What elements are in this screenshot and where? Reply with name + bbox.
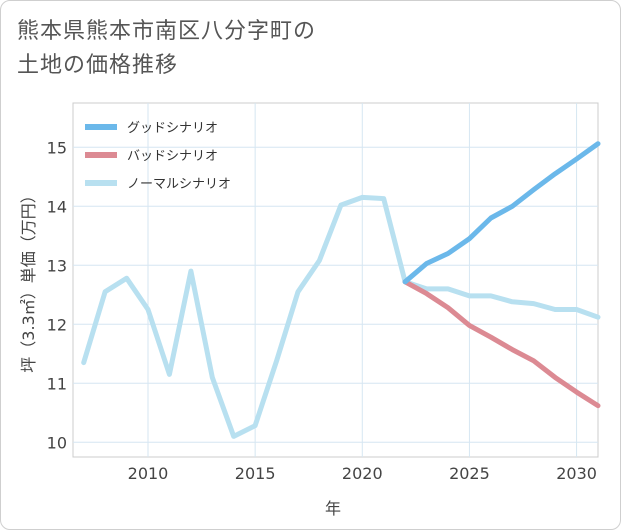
- y-tick-label: 10: [47, 433, 67, 452]
- y-tick-label: 12: [47, 315, 67, 334]
- series-lines: [81, 141, 601, 439]
- legend-label: グッドシナリオ: [127, 121, 218, 136]
- chart-title: 熊本県熊本市南区八分字町の 土地の価格推移: [17, 15, 316, 83]
- legend-label: バッドシナリオ: [127, 149, 218, 164]
- title-line-2: 土地の価格推移: [17, 53, 179, 78]
- y-tick-label: 15: [47, 138, 67, 157]
- y-tick-label: 13: [47, 256, 67, 275]
- plot-area: [72, 102, 599, 458]
- series-line-bad: [402, 279, 601, 409]
- x-tick-label: 2020: [342, 464, 383, 483]
- series-line-good: [402, 141, 601, 285]
- y-tick-label: 14: [47, 197, 67, 216]
- x-tick-label: 2030: [556, 464, 597, 483]
- x-tick-label: 2025: [449, 464, 490, 483]
- legend-label: ノーマルシナリオ: [127, 177, 231, 192]
- x-tick-label: 2015: [235, 464, 276, 483]
- x-axis-label: 年: [325, 499, 341, 518]
- y-axis-label: 坪（3.3㎡）単価（万円）: [19, 187, 38, 372]
- x-tick-label: 2010: [128, 464, 169, 483]
- title-line-1: 熊本県熊本市南区八分字町の: [17, 19, 317, 44]
- series-line-normal: [81, 194, 601, 439]
- axis-ticks: 2010 2015 2020 2025 2030 10 11 12 13 14 15: [47, 138, 597, 483]
- y-tick-label: 11: [47, 374, 67, 393]
